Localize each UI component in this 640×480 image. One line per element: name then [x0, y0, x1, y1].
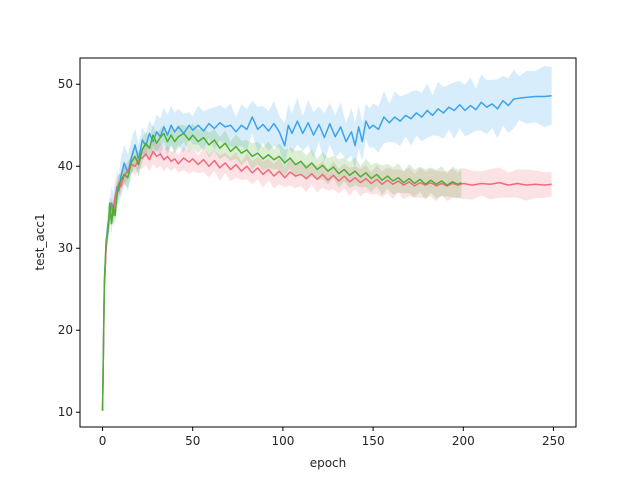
x-tick-label: 250	[542, 434, 565, 448]
series-1-band	[102, 139, 552, 414]
x-tick-label: 50	[185, 434, 200, 448]
y-tick-label: 30	[58, 241, 73, 255]
series-2-line	[101, 132, 462, 411]
x-axis-ticks: 0 50 100 150 200 250	[99, 427, 565, 448]
series-0-band	[102, 65, 552, 414]
x-tick-label: 100	[271, 434, 294, 448]
plot-frame	[79, 57, 577, 428]
x-tick-label: 200	[452, 434, 475, 448]
confidence-bands	[102, 65, 552, 414]
x-tick-label: 0	[99, 434, 107, 448]
y-axis-label: test_acc1	[33, 213, 47, 270]
series-0-line	[101, 94, 552, 411]
series-lines	[101, 94, 552, 411]
y-axis-ticks: 10 20 30 40 50	[58, 77, 80, 419]
x-axis-label: epoch	[310, 456, 347, 470]
y-tick-label: 20	[58, 323, 73, 337]
series-1-line	[101, 150, 552, 411]
y-tick-label: 50	[58, 77, 73, 91]
y-tick-label: 10	[58, 405, 73, 419]
y-tick-label: 40	[58, 159, 73, 173]
x-tick-label: 150	[362, 434, 385, 448]
